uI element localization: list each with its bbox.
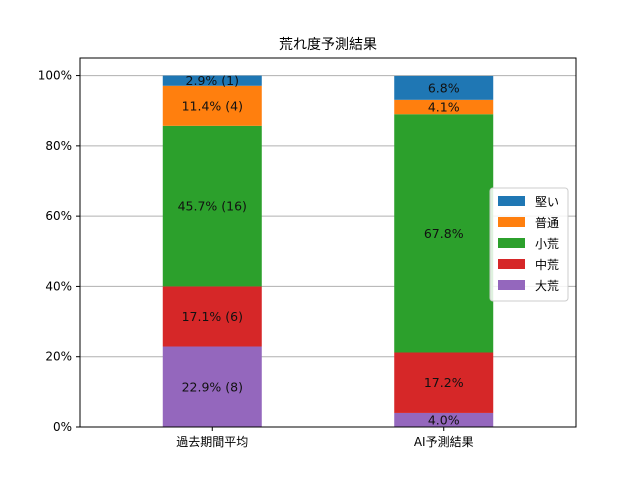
bar-segment — [394, 412, 494, 427]
legend-label: 大荒 — [535, 279, 559, 293]
y-axis: 0% 20% 40% 60% 80% 100% — [38, 69, 80, 434]
bar-segment — [162, 286, 262, 347]
y-tick-label: 60% — [45, 209, 72, 223]
y-tick-label: 80% — [45, 139, 72, 153]
bar-segment-label: 6.8% — [428, 80, 460, 95]
x-tick-label: AI予測結果 — [414, 435, 474, 449]
bar-segment — [162, 125, 262, 287]
bar-segment — [162, 75, 262, 86]
y-tick-label: 100% — [38, 69, 72, 83]
bar-segment-label: 67.8% — [424, 226, 464, 241]
y-tick-label: 20% — [45, 350, 72, 364]
legend-label: 堅い — [535, 195, 559, 209]
chart-title: 荒れ度予測結果 — [279, 37, 377, 53]
x-tick-label: 過去期間平均 — [176, 435, 248, 449]
legend-swatch — [498, 238, 525, 248]
bar-segment-label: 2.9% (1) — [186, 73, 239, 88]
segment-labels: 22.9% (8) 17.1% (6) 45.7% (16) 11.4% (4) 2.9… — [178, 73, 464, 427]
bar-segment-label: 4.0% — [428, 412, 460, 427]
bar-segment-label: 11.4% (4) — [182, 98, 243, 113]
bar-segment — [394, 75, 494, 100]
legend-label: 中荒 — [535, 257, 559, 272]
bar-segment-label: 4.1% — [428, 100, 460, 115]
bar-segment — [394, 114, 494, 353]
x-axis: 過去期間平均 AI予測結果 — [176, 427, 474, 449]
bar-segment — [394, 99, 494, 115]
legend-swatch — [498, 280, 525, 290]
bar-segment-label: 17.1% (6) — [182, 309, 243, 324]
bar-segment-label: 17.2% — [424, 375, 464, 390]
legend-label: 小荒 — [535, 237, 559, 251]
legend-box — [489, 187, 569, 302]
bar-segment — [394, 352, 494, 413]
bar-segment — [162, 346, 262, 427]
y-tick-label: 40% — [45, 279, 72, 293]
legend-swatch — [498, 217, 525, 227]
bar-segment-label: 22.9% (8) — [182, 379, 243, 394]
bars — [162, 75, 494, 427]
plot-frame — [79, 57, 577, 428]
legend-swatch — [498, 196, 525, 206]
bar-segment-label: 45.7% (16) — [178, 199, 247, 214]
legend-swatch — [498, 259, 525, 269]
y-tick-label: 0% — [53, 420, 72, 434]
bar-segment — [162, 85, 262, 126]
legend-label: 普通 — [535, 216, 559, 230]
